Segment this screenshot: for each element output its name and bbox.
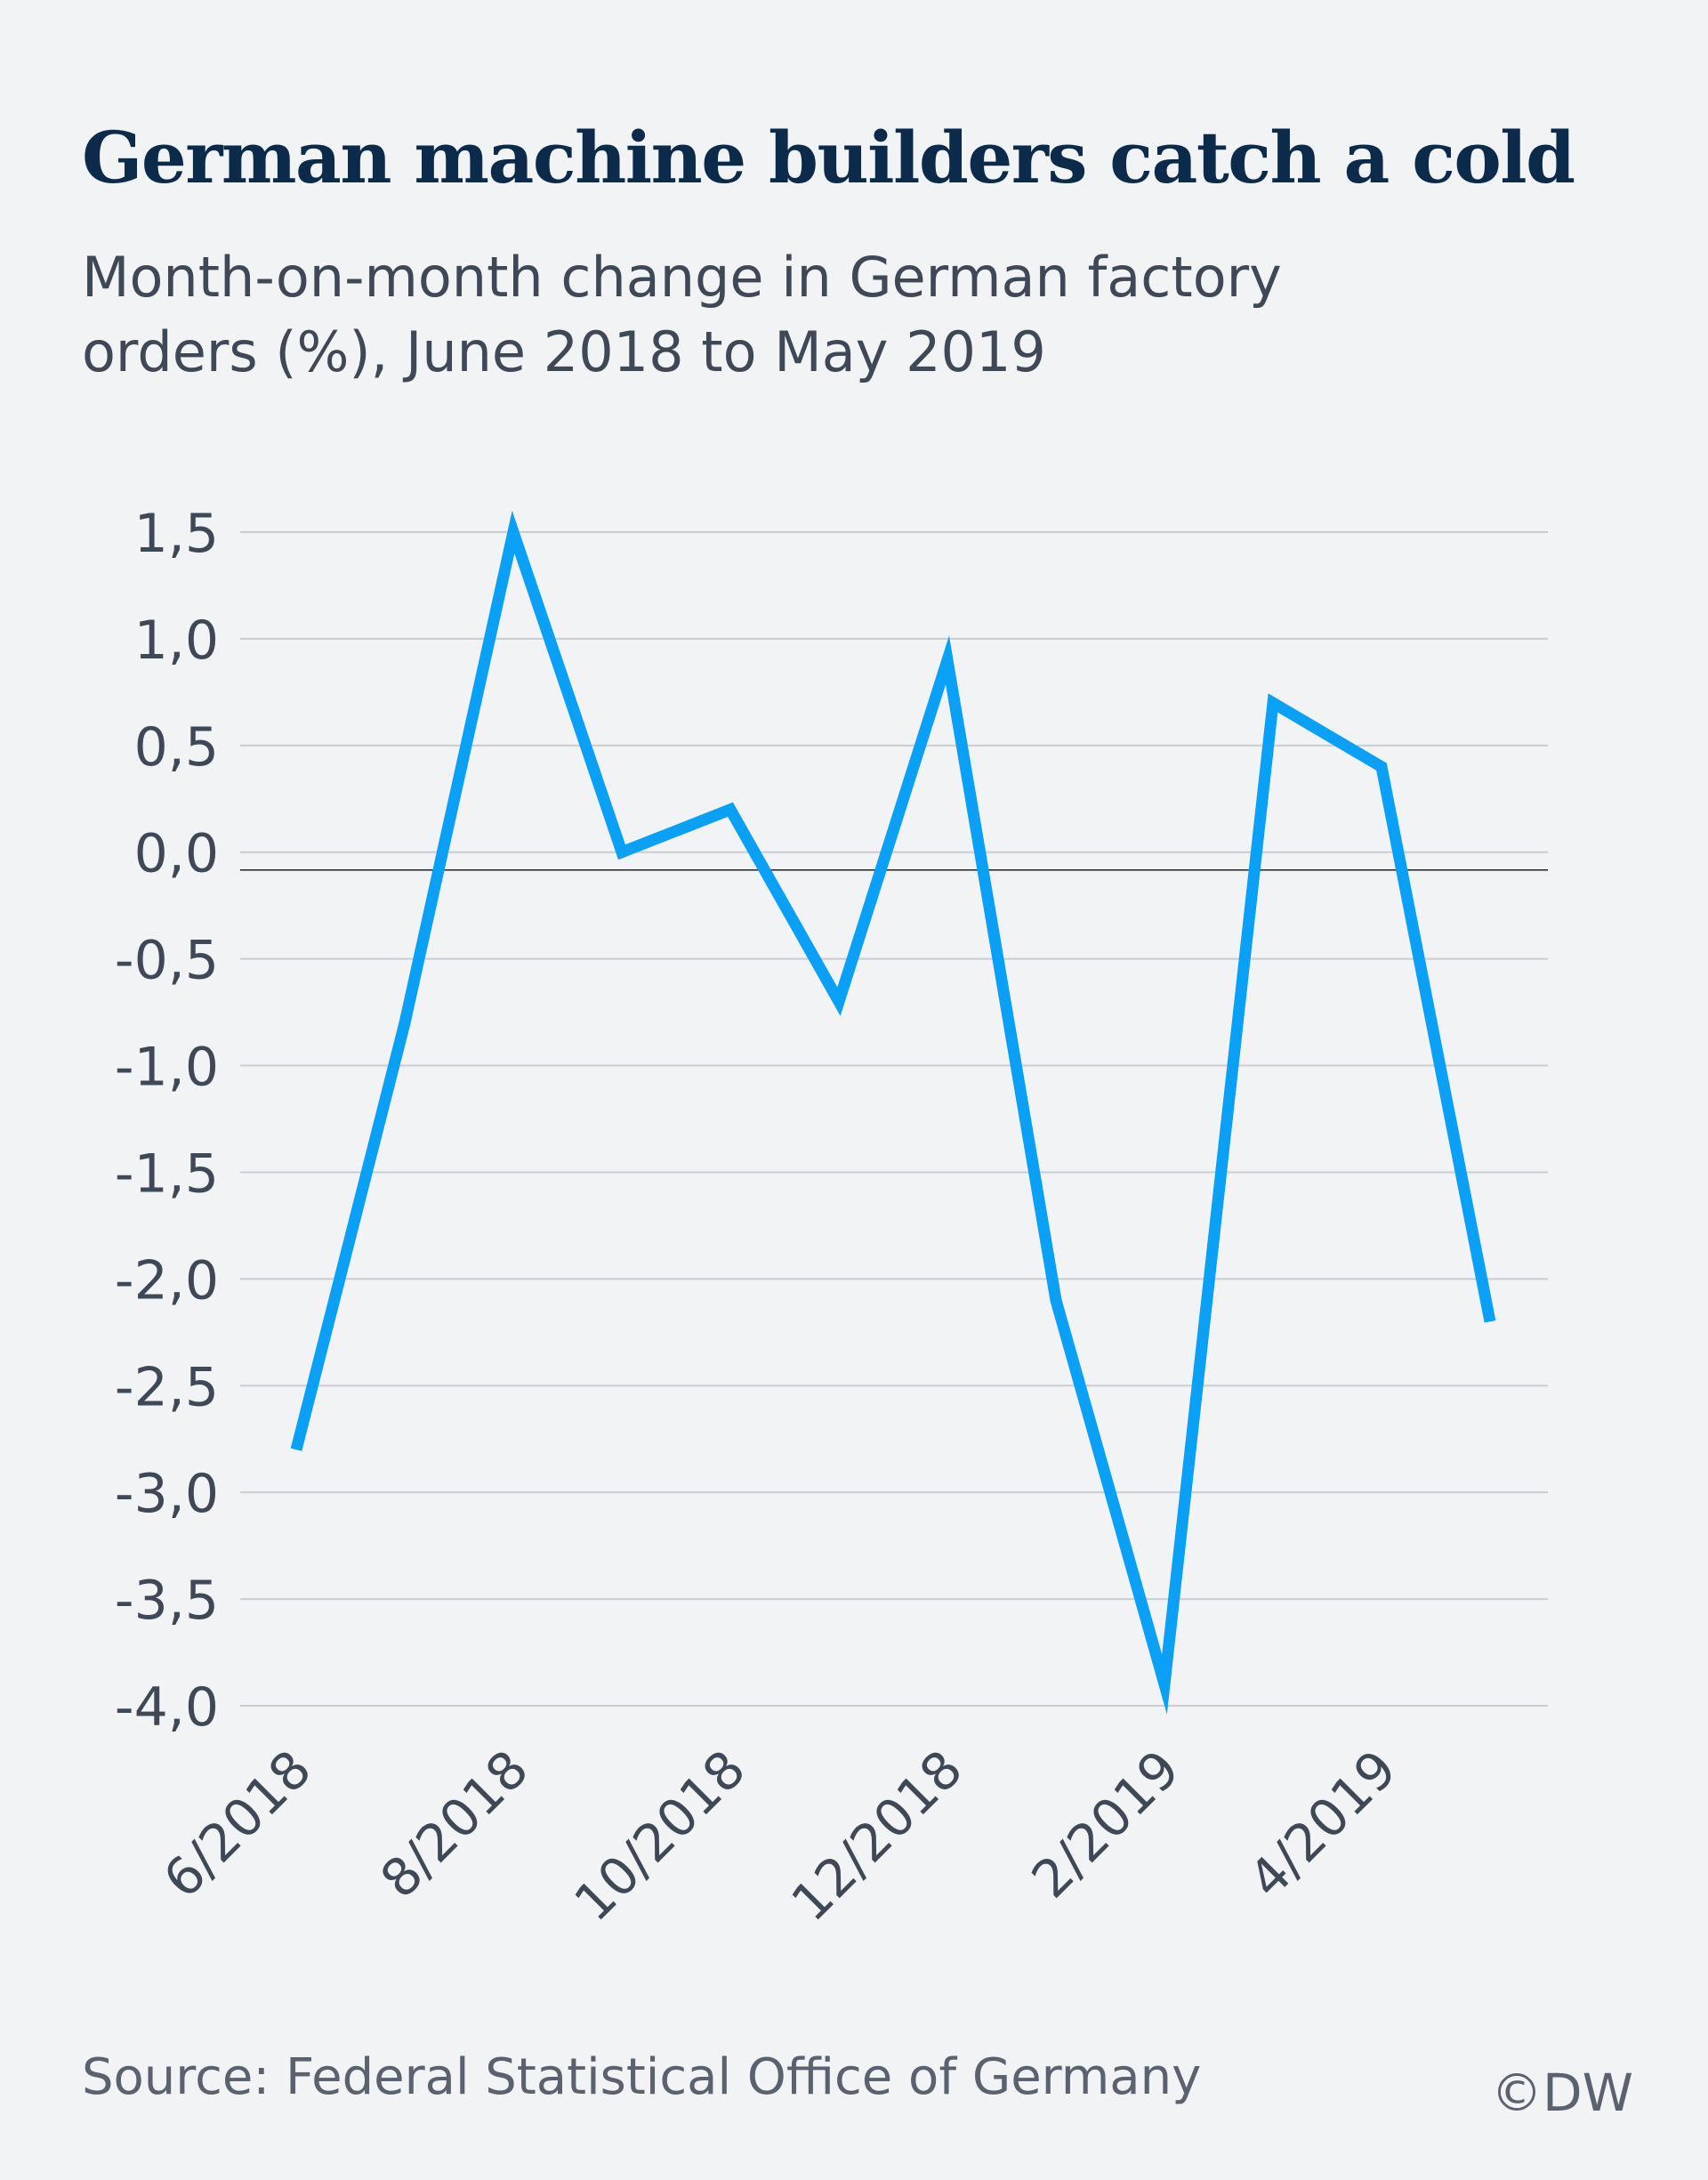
y-tick-label: 1,0 bbox=[134, 610, 219, 672]
x-axis-tick-labels: 6/2018 8/2018 10/2018 12/2018 2/2019 4/2019 bbox=[152, 1739, 1408, 1933]
y-axis-tick-labels: 1,5 1,0 0,5 0,0 -0,5 -1,0 -1,5 -2,0 -2,5 -3,0 -3,5… bbox=[115, 503, 219, 1739]
x-tick-label: 4/2019 bbox=[1237, 1739, 1408, 1910]
dw-copyright-logo: ©DW bbox=[1491, 2063, 1634, 2123]
y-tick-label: -1,5 bbox=[115, 1142, 219, 1205]
x-tick-label: 6/2018 bbox=[152, 1739, 323, 1910]
y-tick-label: -3,0 bbox=[115, 1463, 219, 1525]
y-tick-label: -2,0 bbox=[115, 1249, 219, 1312]
y-tick-label: 1,5 bbox=[134, 503, 219, 565]
y-tick-label: -2,5 bbox=[115, 1356, 219, 1418]
gridlines bbox=[240, 531, 1548, 1707]
chart-subtitle: Month-on-month change in German factory … bbox=[82, 245, 1282, 384]
chart-title: German machine builders catch a cold bbox=[82, 116, 1575, 199]
x-tick-label: 10/2018 bbox=[562, 1739, 756, 1933]
y-tick-label: 0,5 bbox=[134, 716, 219, 779]
series-line-layer bbox=[290, 510, 1496, 1715]
line-chart: 1,5 1,0 0,5 0,0 -0,5 -1,0 -1,5 -2,0 -2,5 -3,0 -3,5… bbox=[115, 503, 1548, 1933]
y-tick-label: -1,0 bbox=[115, 1037, 219, 1099]
x-tick-label: 8/2018 bbox=[369, 1739, 540, 1910]
y-tick-label: -3,5 bbox=[115, 1570, 219, 1632]
x-tick-label: 12/2018 bbox=[779, 1739, 973, 1933]
x-tick-label: 2/2019 bbox=[1020, 1739, 1191, 1910]
y-tick-label: 0,0 bbox=[134, 823, 219, 885]
y-tick-label: -4,0 bbox=[115, 1676, 219, 1739]
series-line bbox=[290, 510, 1496, 1715]
source-note: Source: Federal Statistical Office of Ge… bbox=[82, 2048, 1202, 2106]
y-tick-label: -0,5 bbox=[115, 930, 219, 992]
